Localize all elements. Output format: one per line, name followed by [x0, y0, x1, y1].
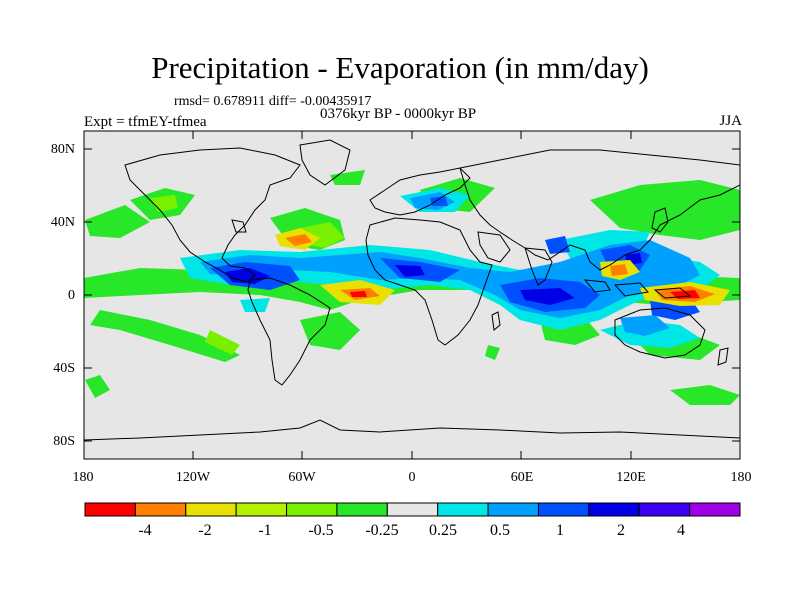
lat-label-40n: 40N [50, 215, 75, 230]
colorbar-swatch [134, 502, 187, 517]
colorbar-label-4: 4 [677, 522, 685, 539]
lat-label-0: 0 [68, 288, 75, 303]
lon-label-0: 0 [408, 470, 416, 485]
lat-label-40s: 40S [53, 361, 75, 376]
stats-text: rmsd= 0.678911 diff= -0.00435917 [174, 94, 372, 109]
lon-label-180e: 180 [730, 470, 752, 485]
experiment-label: Expt = tfmEY-tfmea [84, 114, 207, 130]
colorbar-label-2: 2 [617, 522, 625, 539]
colorbar-swatch [286, 502, 338, 517]
colorbar-swatch [638, 502, 691, 517]
colorbar-label-neg0-25: -0.25 [365, 522, 399, 539]
colorbar-swatch [689, 502, 741, 517]
lon-label-180w: 180 [72, 470, 94, 485]
axis-ticks [84, 131, 740, 459]
colorbar-label-neg0-5: -0.5 [308, 522, 334, 539]
coastlines [84, 139, 740, 441]
colorbar-swatch [588, 502, 640, 517]
lon-label-60w: 60W [288, 470, 316, 485]
colorbar-swatch [487, 502, 539, 517]
colorbar-label-neg1: -1 [258, 522, 272, 539]
colorbar-swatch [84, 502, 136, 517]
colorbar-swatch [437, 502, 489, 517]
colorbar-swatch [336, 502, 388, 517]
colorbar [84, 502, 741, 517]
field-contours [84, 170, 740, 405]
colorbar-swatch [185, 502, 237, 517]
colorbar-swatch [386, 502, 439, 517]
colorbar-label-1: 1 [556, 522, 564, 539]
colorbar-label-0-5: 0.5 [490, 522, 510, 539]
colorbar-swatch [537, 502, 590, 517]
colorbar-label-0-25: 0.25 [429, 522, 457, 539]
lat-label-80s: 80S [53, 434, 75, 449]
lon-label-60e: 60E [510, 470, 534, 485]
plot-title: Precipitation - Evaporation (in mm/day) [151, 50, 649, 85]
lat-label-80n: 80N [50, 142, 75, 157]
colorbar-label-neg4: -4 [138, 522, 152, 539]
period-label: 0376kyr BP - 0000kyr BP [320, 106, 477, 122]
colorbar-swatch [235, 502, 288, 517]
lon-label-120w: 120W [175, 470, 211, 485]
colorbar-label-neg2: -2 [198, 522, 212, 539]
season-label: JJA [719, 113, 742, 129]
lon-label-120e: 120E [616, 470, 646, 485]
